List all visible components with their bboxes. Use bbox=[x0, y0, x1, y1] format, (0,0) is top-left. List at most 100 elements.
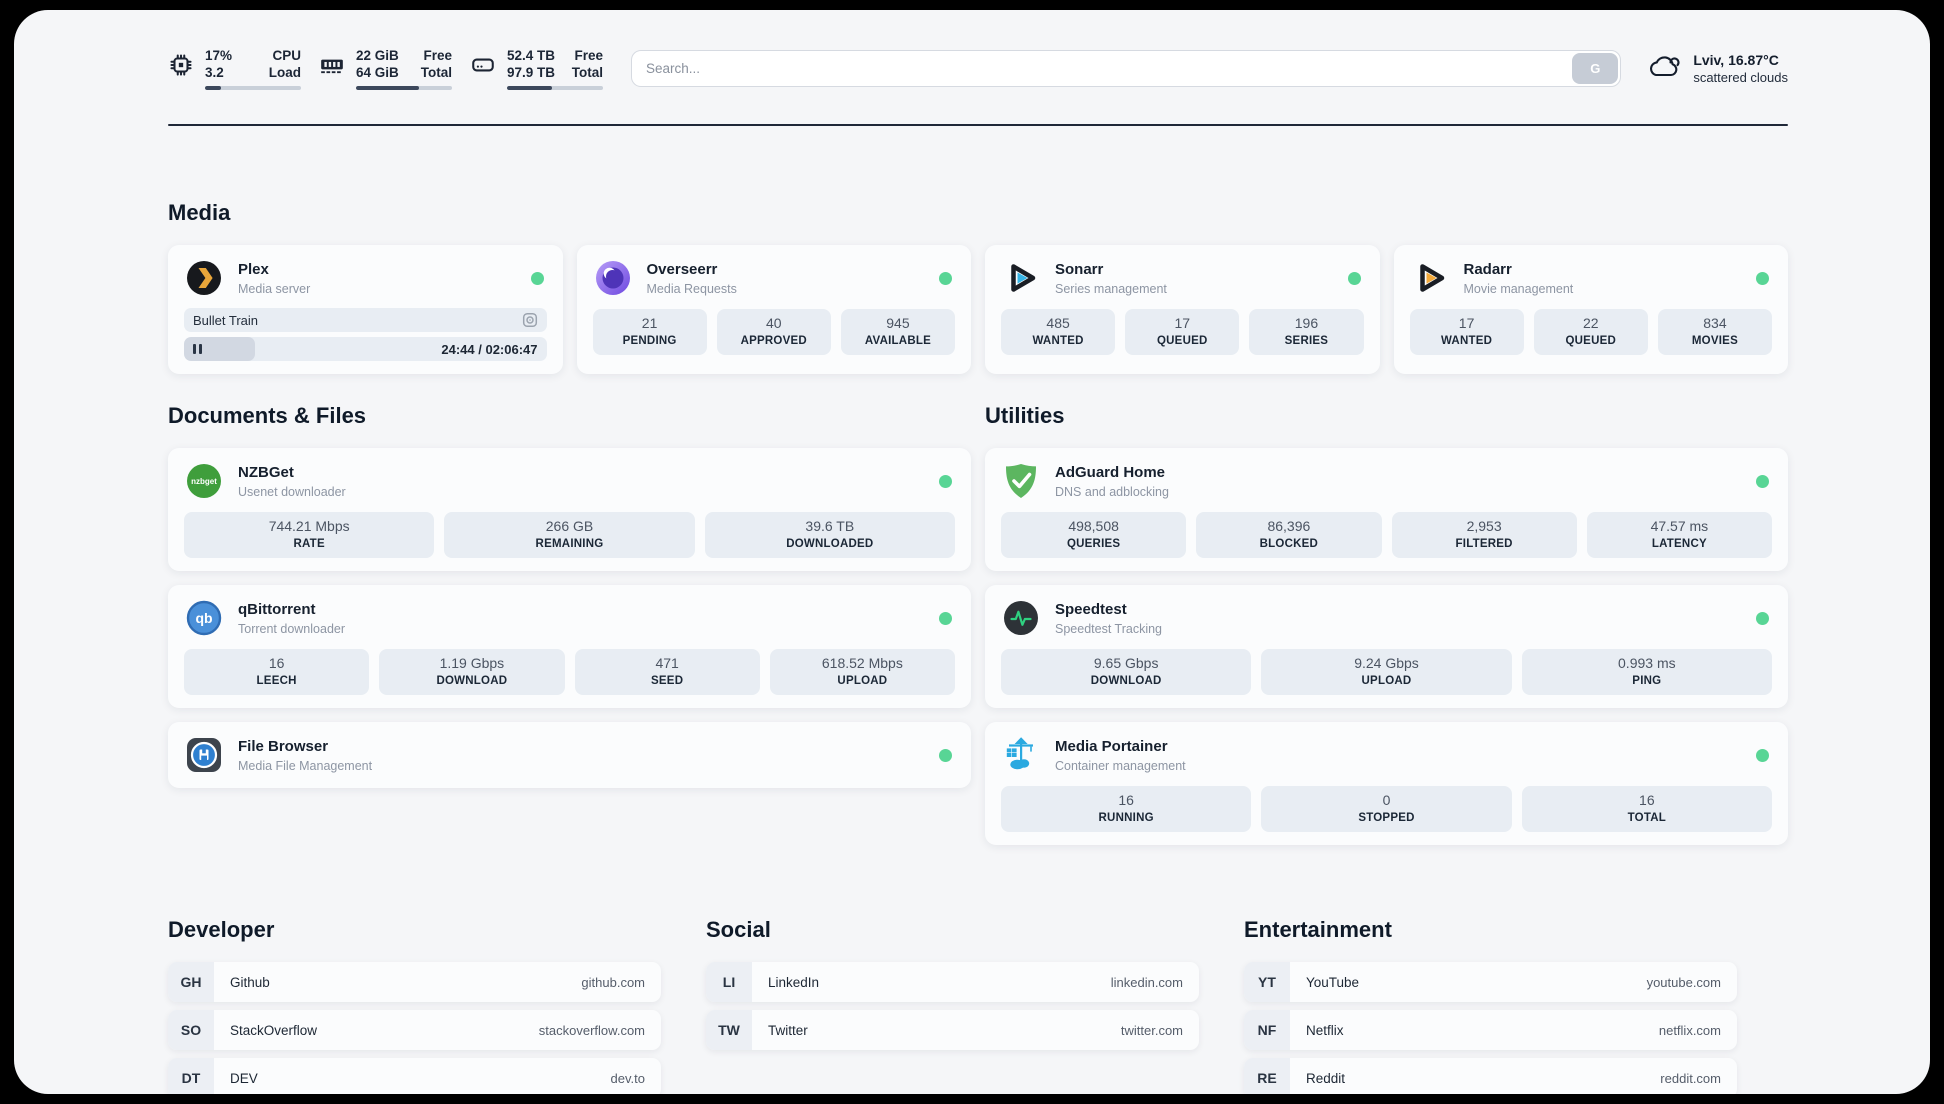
stat-total: 16 TOTAL bbox=[1521, 786, 1772, 832]
stat-upload: 9.24 Gbps UPLOAD bbox=[1261, 649, 1512, 695]
app-card-sonarr[interactable]: Sonarr Series management 485 WANTED 17 Q… bbox=[985, 245, 1380, 374]
link-twitter[interactable]: TW Twitter twitter.com bbox=[706, 1010, 1199, 1050]
playback-time: 24:44 / 02:06:47 bbox=[441, 341, 538, 357]
link-dev[interactable]: DT DEV dev.to bbox=[168, 1058, 661, 1094]
plex-progress-bar[interactable]: 24:44 / 02:06:47 bbox=[184, 337, 547, 361]
utilities-column: AdGuard Home DNS and adblocking 498,508 … bbox=[985, 448, 1788, 845]
app-subtitle: Container management bbox=[1055, 758, 1186, 773]
cpu-labels: CPU Load bbox=[268, 47, 301, 80]
disk-progress-track bbox=[507, 85, 603, 90]
section-title-social: Social bbox=[706, 917, 771, 942]
link-stackoverflow[interactable]: SO StackOverflow stackoverflow.com bbox=[168, 1010, 661, 1050]
stat-available: 945 AVAILABLE bbox=[840, 309, 956, 355]
link-github[interactable]: GH Github github.com bbox=[168, 962, 661, 1002]
app-subtitle: Media Requests bbox=[646, 281, 737, 296]
app-card-nzbget[interactable]: nzbget NZBGet Usenet downloader 744.21 M… bbox=[168, 448, 971, 571]
search-bar: G bbox=[631, 49, 1622, 87]
stat-upload: 618.52 Mbps UPLOAD bbox=[769, 649, 955, 695]
plex-now-playing[interactable]: Bullet Train bbox=[184, 308, 547, 332]
app-subtitle: Speedtest Tracking bbox=[1055, 621, 1163, 636]
stat-latency: 47.57 ms LATENCY bbox=[1586, 512, 1772, 558]
link-name: LinkedIn bbox=[768, 974, 820, 990]
portainer-icon bbox=[1001, 735, 1041, 775]
link-abbr: GH bbox=[168, 962, 214, 1002]
disk-labels: Free Total bbox=[571, 47, 603, 80]
cpu-values: 17% 3.2 bbox=[205, 47, 233, 80]
app-card-radarr[interactable]: Radarr Movie management 17 WANTED 22 QUE… bbox=[1393, 245, 1788, 374]
status-online-dot bbox=[939, 474, 952, 488]
app-name: AdGuard Home bbox=[1055, 463, 1166, 481]
speedtest-icon bbox=[1001, 598, 1041, 638]
app-subtitle: Usenet downloader bbox=[238, 484, 346, 499]
app-name: qBittorrent bbox=[238, 600, 316, 618]
plex-icon bbox=[184, 258, 224, 298]
status-online-dot bbox=[1756, 611, 1769, 625]
documents-column: nzbget NZBGet Usenet downloader 744.21 M… bbox=[168, 448, 971, 788]
ram-icon bbox=[319, 52, 345, 78]
stat-wanted: 485 WANTED bbox=[1001, 309, 1116, 355]
link-abbr: NF bbox=[1244, 1010, 1290, 1050]
stat-series: 196 SERIES bbox=[1249, 309, 1364, 355]
link-abbr: DT bbox=[168, 1058, 214, 1094]
link-name: DEV bbox=[230, 1070, 258, 1086]
app-name: Media Portainer bbox=[1055, 737, 1168, 755]
disk-stat: 52.4 TB 97.9 TB Free Total bbox=[470, 47, 603, 90]
status-online-dot bbox=[1347, 271, 1361, 285]
link-url: linkedin.com bbox=[1110, 974, 1183, 990]
status-online-dot bbox=[1756, 748, 1769, 762]
stat-blocked: 86,396 BLOCKED bbox=[1196, 512, 1382, 558]
camera-icon[interactable] bbox=[522, 312, 538, 328]
radarr-icon bbox=[1410, 258, 1450, 298]
memory-values: 22 GiB 64 GiB bbox=[356, 47, 399, 80]
stat-remaining: 266 GB REMAINING bbox=[444, 512, 695, 558]
link-netflix[interactable]: NF Netflix netflix.com bbox=[1244, 1010, 1737, 1050]
link-abbr: RE bbox=[1244, 1058, 1290, 1094]
app-subtitle: Series management bbox=[1055, 281, 1167, 296]
link-url: twitter.com bbox=[1120, 1022, 1183, 1038]
app-name: Sonarr bbox=[1055, 260, 1104, 278]
cpu-progress-fill bbox=[205, 85, 222, 90]
link-youtube[interactable]: YT YouTube youtube.com bbox=[1244, 962, 1737, 1002]
link-abbr: SO bbox=[168, 1010, 214, 1050]
status-online-dot bbox=[939, 271, 952, 285]
weather-widget[interactable]: Lviv, 16.87°C scattered clouds bbox=[1647, 51, 1788, 86]
link-name: StackOverflow bbox=[230, 1022, 318, 1038]
stat-queued: 17 QUEUED bbox=[1125, 309, 1240, 355]
filebrowser-icon bbox=[184, 735, 224, 775]
app-name: Overseerr bbox=[646, 260, 718, 278]
app-card-portainer[interactable]: Media Portainer Container management 16 … bbox=[985, 722, 1788, 845]
link-url: github.com bbox=[581, 974, 645, 990]
dashboard-page: 17% 3.2 CPU Load bbox=[14, 10, 1930, 1094]
link-reddit[interactable]: RE Reddit reddit.com bbox=[1244, 1058, 1737, 1094]
app-card-speedtest[interactable]: Speedtest Speedtest Tracking 9.65 Gbps D… bbox=[985, 585, 1788, 708]
app-name: Plex bbox=[238, 260, 269, 278]
search-input[interactable] bbox=[631, 49, 1622, 87]
link-url: netflix.com bbox=[1658, 1022, 1721, 1038]
system-stats: 17% 3.2 CPU Load bbox=[168, 47, 603, 90]
app-card-plex[interactable]: Plex Media server Bullet Train 24:44 / 0… bbox=[168, 245, 563, 374]
app-card-adguard[interactable]: AdGuard Home DNS and adblocking 498,508 … bbox=[985, 448, 1788, 571]
stat-pending: 21 PENDING bbox=[592, 309, 707, 355]
app-subtitle: Media server bbox=[238, 281, 311, 296]
media-cards-row: Plex Media server Bullet Train 24:44 / 0… bbox=[168, 245, 1788, 374]
link-url: dev.to bbox=[610, 1070, 645, 1086]
stat-approved: 40 APPROVED bbox=[716, 309, 831, 355]
app-card-qbittorrent[interactable]: qb qBittorrent Torrent downloader 16 LEE… bbox=[168, 585, 971, 708]
link-linkedin[interactable]: LI LinkedIn linkedin.com bbox=[706, 962, 1199, 1002]
pause-icon[interactable] bbox=[193, 344, 202, 354]
stat-ping: 0.993 ms PING bbox=[1521, 649, 1772, 695]
stat-queued: 22 QUEUED bbox=[1533, 309, 1648, 355]
stat-stopped: 0 STOPPED bbox=[1261, 786, 1512, 832]
stat-filtered: 2,953 FILTERED bbox=[1391, 512, 1577, 558]
stat-rate: 744.21 Mbps RATE bbox=[184, 512, 435, 558]
sonarr-icon bbox=[1001, 258, 1041, 298]
search-engine-button[interactable]: G bbox=[1572, 52, 1619, 84]
link-name: Github bbox=[230, 974, 270, 990]
app-card-overseerr[interactable]: Overseerr Media Requests 21 PENDING 40 A… bbox=[576, 245, 971, 374]
nzbget-icon: nzbget bbox=[184, 461, 224, 501]
app-subtitle: Media File Management bbox=[238, 758, 373, 773]
app-card-filebrowser[interactable]: File Browser Media File Management bbox=[168, 722, 971, 788]
now-playing-title: Bullet Train bbox=[193, 312, 259, 328]
stat-download: 1.19 Gbps DOWNLOAD bbox=[379, 649, 565, 695]
status-online-dot bbox=[530, 271, 544, 285]
